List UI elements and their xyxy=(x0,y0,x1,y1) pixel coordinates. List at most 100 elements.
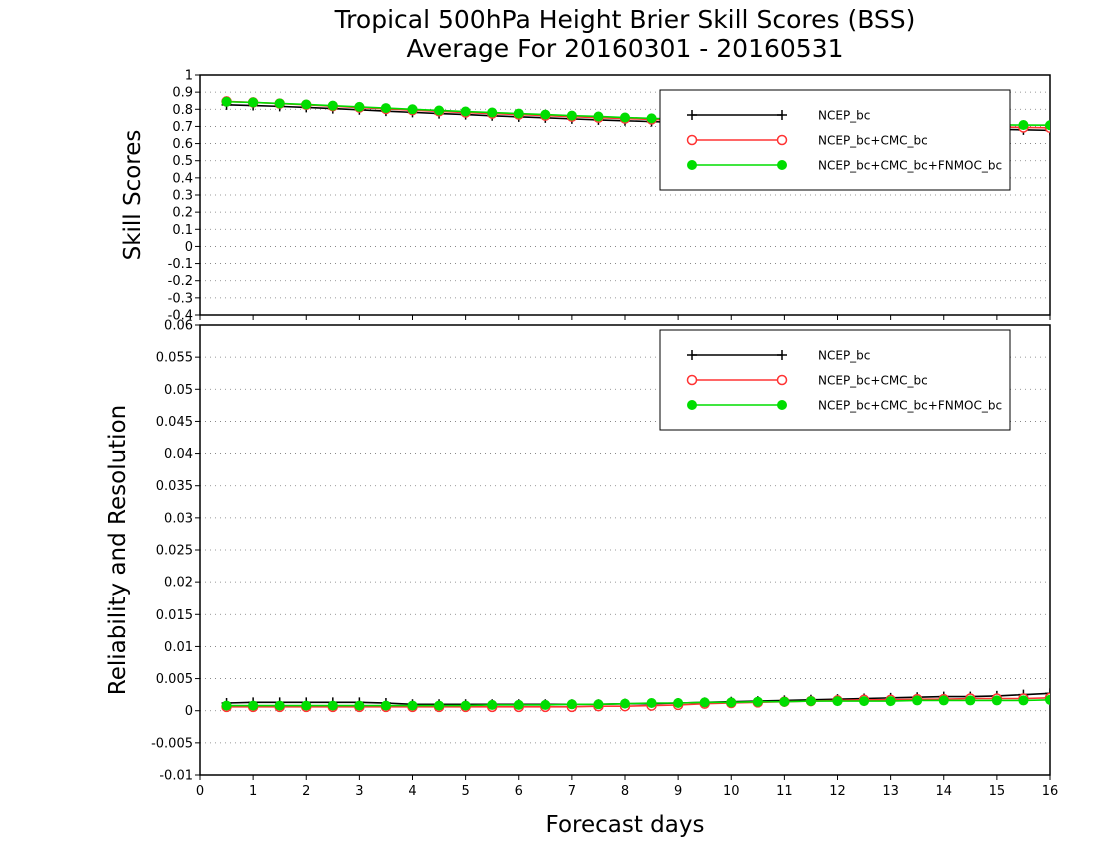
legend-marker xyxy=(776,134,788,146)
y-tick-label: -0.1 xyxy=(168,257,193,272)
legend-marker xyxy=(776,374,788,386)
legend-marker xyxy=(777,160,787,170)
data-point xyxy=(1045,120,1050,131)
x-tick-label: 11 xyxy=(776,784,793,799)
data-point xyxy=(832,696,843,707)
legend-marker xyxy=(777,400,787,410)
legend-label: NCEP_bc xyxy=(818,109,870,123)
data-point xyxy=(566,699,577,710)
x-tick-label: 5 xyxy=(461,784,469,799)
data-point xyxy=(859,696,870,707)
data-point xyxy=(912,695,923,706)
y-tick-label: 0.06 xyxy=(164,319,193,334)
x-tick-label: 4 xyxy=(408,784,416,799)
data-point xyxy=(646,113,657,124)
y-tick-label: 0.1 xyxy=(172,223,193,238)
data-point xyxy=(885,696,896,707)
data-point xyxy=(513,108,524,119)
data-point xyxy=(301,99,312,110)
skill-score-panel: -0.4 -0.3 -0.2 -0.1 0 0.1 0.2 0.3 0.4 0.5 0.6 0.7 0.… xyxy=(120,69,1051,324)
x-tick-label: 15 xyxy=(989,784,1006,799)
data-point xyxy=(620,112,630,123)
data-point xyxy=(991,695,1002,706)
y-tick-label: 0.9 xyxy=(172,86,193,101)
legend-marker xyxy=(686,134,698,146)
y-tick-label: 0.02 xyxy=(164,576,193,591)
data-point xyxy=(380,103,391,114)
data-point xyxy=(487,107,498,118)
legend-label: NCEP_bc+CMC_bc xyxy=(818,374,928,388)
y-tick-label: 0.015 xyxy=(156,608,193,623)
y-tick-label: 0.035 xyxy=(156,479,193,494)
x-axis-title: Forecast days xyxy=(546,812,705,838)
legend-marker xyxy=(777,350,787,360)
data-point xyxy=(460,700,471,711)
legend-marker xyxy=(777,110,787,120)
chart-title: Tropical 500hPa Height Brier Skill Score… xyxy=(334,5,916,34)
y-tick-label: 0.7 xyxy=(172,120,193,135)
legend-marker xyxy=(687,160,697,170)
data-point xyxy=(513,699,524,710)
legend-label: NCEP_bc+CMC_bc xyxy=(818,134,928,148)
data-layer xyxy=(221,688,1050,713)
data-point xyxy=(620,698,630,709)
x-tick-label: 13 xyxy=(882,784,899,799)
data-point xyxy=(593,111,604,122)
data-point xyxy=(1018,695,1029,706)
data-point xyxy=(248,97,259,108)
y-tick-label: -0.01 xyxy=(159,769,193,784)
reliability-resolution-panel: -0.01 -0.005 0 0.005 0.01 0.015 0.02 0.025 0.03 0… xyxy=(105,319,1058,800)
data-point xyxy=(434,105,445,116)
x-tick-label: 6 xyxy=(515,784,523,799)
y-tick-label: -0.2 xyxy=(168,274,193,289)
data-point xyxy=(1045,694,1050,705)
x-tick-label: 9 xyxy=(674,784,682,799)
legend-marker xyxy=(687,110,697,120)
data-point xyxy=(221,96,232,107)
data-point xyxy=(354,700,365,711)
data-point xyxy=(805,696,816,707)
y-tick-label: 0.025 xyxy=(156,544,193,559)
y-tick-label: 1 xyxy=(185,69,193,84)
y-tick-label: 0 xyxy=(185,704,193,719)
plot-frame xyxy=(199,74,1051,316)
data-point xyxy=(487,699,498,710)
data-point xyxy=(274,98,285,109)
data-point xyxy=(566,110,577,121)
data-point xyxy=(726,697,737,708)
x-tick-label: 1 xyxy=(249,784,257,799)
y-axis-title: Skill Scores xyxy=(120,130,146,261)
y-tick-label: 0.4 xyxy=(172,171,193,186)
data-point xyxy=(1018,120,1029,131)
y-tick-label: 0.8 xyxy=(172,103,193,118)
y-tick-label: 0.2 xyxy=(172,206,193,221)
y-tick-label: -0.4 xyxy=(168,309,193,324)
data-point xyxy=(274,700,285,711)
chart-subtitle: Average For 20160301 - 20160531 xyxy=(406,34,843,63)
data-point xyxy=(593,699,604,710)
data-point xyxy=(646,698,657,708)
data-point xyxy=(221,700,232,711)
legend-marker xyxy=(687,350,697,360)
data-point xyxy=(965,695,976,706)
x-tick-label: 8 xyxy=(621,784,629,799)
data-point xyxy=(407,700,418,711)
data-point xyxy=(434,700,445,711)
data-point xyxy=(460,106,471,117)
data-point xyxy=(540,109,551,120)
legend-label: NCEP_bc+CMC_bc+FNMOC_bc xyxy=(818,159,1002,173)
legend-label: NCEP_bc+CMC_bc+FNMOC_bc xyxy=(818,399,1002,413)
legend-label: NCEP_bc xyxy=(818,349,870,363)
data-point xyxy=(779,696,790,707)
y-tick-label: 0.01 xyxy=(164,640,193,655)
y-tick-label: 0.6 xyxy=(172,137,193,152)
data-point xyxy=(752,696,763,707)
data-point xyxy=(327,700,338,711)
data-point xyxy=(248,700,259,711)
y-tick-label: -0.3 xyxy=(168,291,193,306)
x-tick-label: 0 xyxy=(196,784,204,799)
data-point xyxy=(354,101,365,112)
y-tick-label: -0.005 xyxy=(151,736,193,751)
x-tick-label: 3 xyxy=(355,784,363,799)
